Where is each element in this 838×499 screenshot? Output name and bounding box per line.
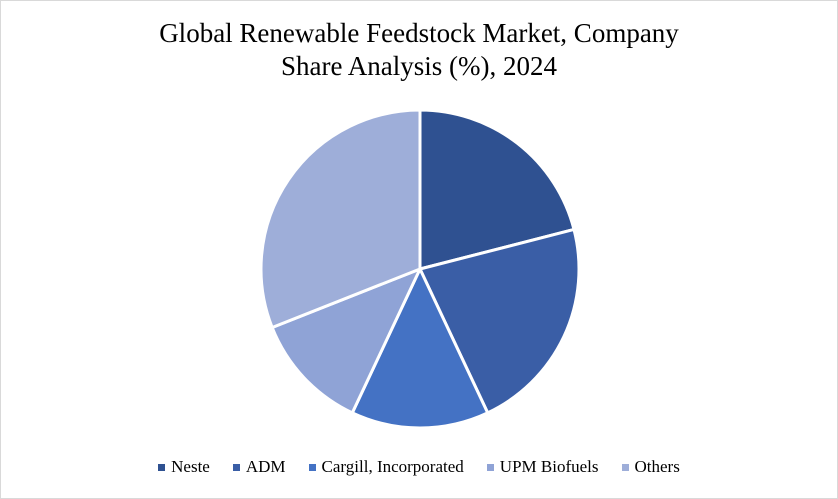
legend-label-neste: Neste [171, 457, 210, 476]
chart-title-line-1: Global Renewable Feedstock Market, Compa… [159, 18, 679, 48]
legend-swatch-upm-biofuels [486, 463, 494, 471]
pie-chart [259, 108, 581, 430]
legend-swatch-others [621, 463, 629, 471]
legend-swatch-neste [158, 463, 166, 471]
pie-slice-cargill-incorporated [350, 267, 490, 430]
chart-title-line-2: Share Analysis (%), 2024 [281, 51, 557, 81]
pie-slice-adm [418, 227, 581, 415]
legend-label-adm: ADM [245, 457, 286, 476]
legend-label-others: Others [634, 457, 680, 476]
chart-legend: Neste ADM Cargill, Incorporated UPM Biof… [1, 457, 837, 477]
pie-slice-others [259, 108, 422, 330]
legend-swatch-adm [232, 463, 240, 471]
legend-item-upm-biofuels: UPM Biofuels [486, 457, 599, 477]
legend-label-cargill: Cargill, Incorporated [321, 457, 464, 476]
legend-item-cargill: Cargill, Incorporated [308, 457, 464, 477]
pie-slice-upm-biofuels [270, 267, 422, 415]
legend-label-upm-biofuels: UPM Biofuels [499, 457, 599, 476]
legend-item-neste: Neste [158, 457, 210, 477]
chart-title: Global Renewable Feedstock Market, Compa… [1, 17, 837, 83]
legend-item-others: Others [621, 457, 680, 477]
legend-swatch-cargill [308, 463, 316, 471]
pie-slice-neste [418, 108, 576, 271]
legend-item-adm: ADM [232, 457, 286, 477]
